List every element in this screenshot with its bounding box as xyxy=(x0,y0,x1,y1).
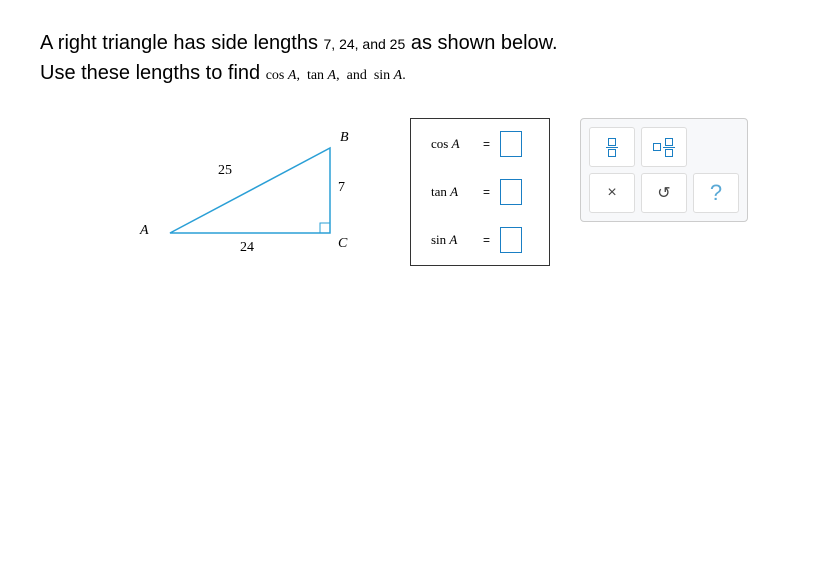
reset-icon: ↺ xyxy=(657,183,670,203)
sides-text: 7, 24, and 25 xyxy=(324,36,406,52)
triangle-diagram: A B C 25 7 24 xyxy=(40,118,380,278)
vertex-a-label: A xyxy=(140,223,149,239)
reset-button[interactable]: ↺ xyxy=(641,173,687,213)
toolbox-panel: × ↺ ? xyxy=(580,118,748,222)
eq-3: = xyxy=(483,233,490,247)
funcs-text: cos A, tan A, and sin A. xyxy=(266,66,406,82)
side-hyp-label: 25 xyxy=(218,163,232,179)
help-button[interactable]: ? xyxy=(693,173,739,213)
side-adj-label: 24 xyxy=(240,240,254,256)
answer-row-tan: tan A = xyxy=(431,179,529,205)
vertex-b-label: B xyxy=(340,130,349,146)
tan-label: tan A xyxy=(431,184,473,200)
answer-panel: cos A = tan A = sin A = xyxy=(410,118,550,266)
line2-pre: Use these lengths to find xyxy=(40,62,266,84)
line1-pre: A right triangle has side lengths xyxy=(40,32,324,54)
answer-row-sin: sin A = xyxy=(431,227,529,253)
triangle-svg xyxy=(160,138,350,248)
mixed-fraction-button[interactable] xyxy=(641,127,687,167)
side-opp-label: 7 xyxy=(338,180,345,196)
x-icon: × xyxy=(607,184,616,202)
clear-button[interactable]: × xyxy=(589,173,635,213)
eq-1: = xyxy=(483,137,490,151)
help-icon: ? xyxy=(710,180,722,206)
answer-row-cos: cos A = xyxy=(431,131,529,157)
mixed-fraction-icon xyxy=(653,138,675,157)
fraction-button[interactable] xyxy=(589,127,635,167)
cos-input[interactable] xyxy=(500,131,522,157)
fraction-icon xyxy=(606,138,618,157)
sin-label: sin A xyxy=(431,232,473,248)
cos-label: cos A xyxy=(431,136,473,152)
sin-input[interactable] xyxy=(500,227,522,253)
vertex-c-label: C xyxy=(338,236,347,252)
eq-2: = xyxy=(483,185,490,199)
line1-post: as shown below. xyxy=(405,32,557,54)
problem-statement: A right triangle has side lengths 7, 24,… xyxy=(40,28,788,88)
tan-input[interactable] xyxy=(500,179,522,205)
